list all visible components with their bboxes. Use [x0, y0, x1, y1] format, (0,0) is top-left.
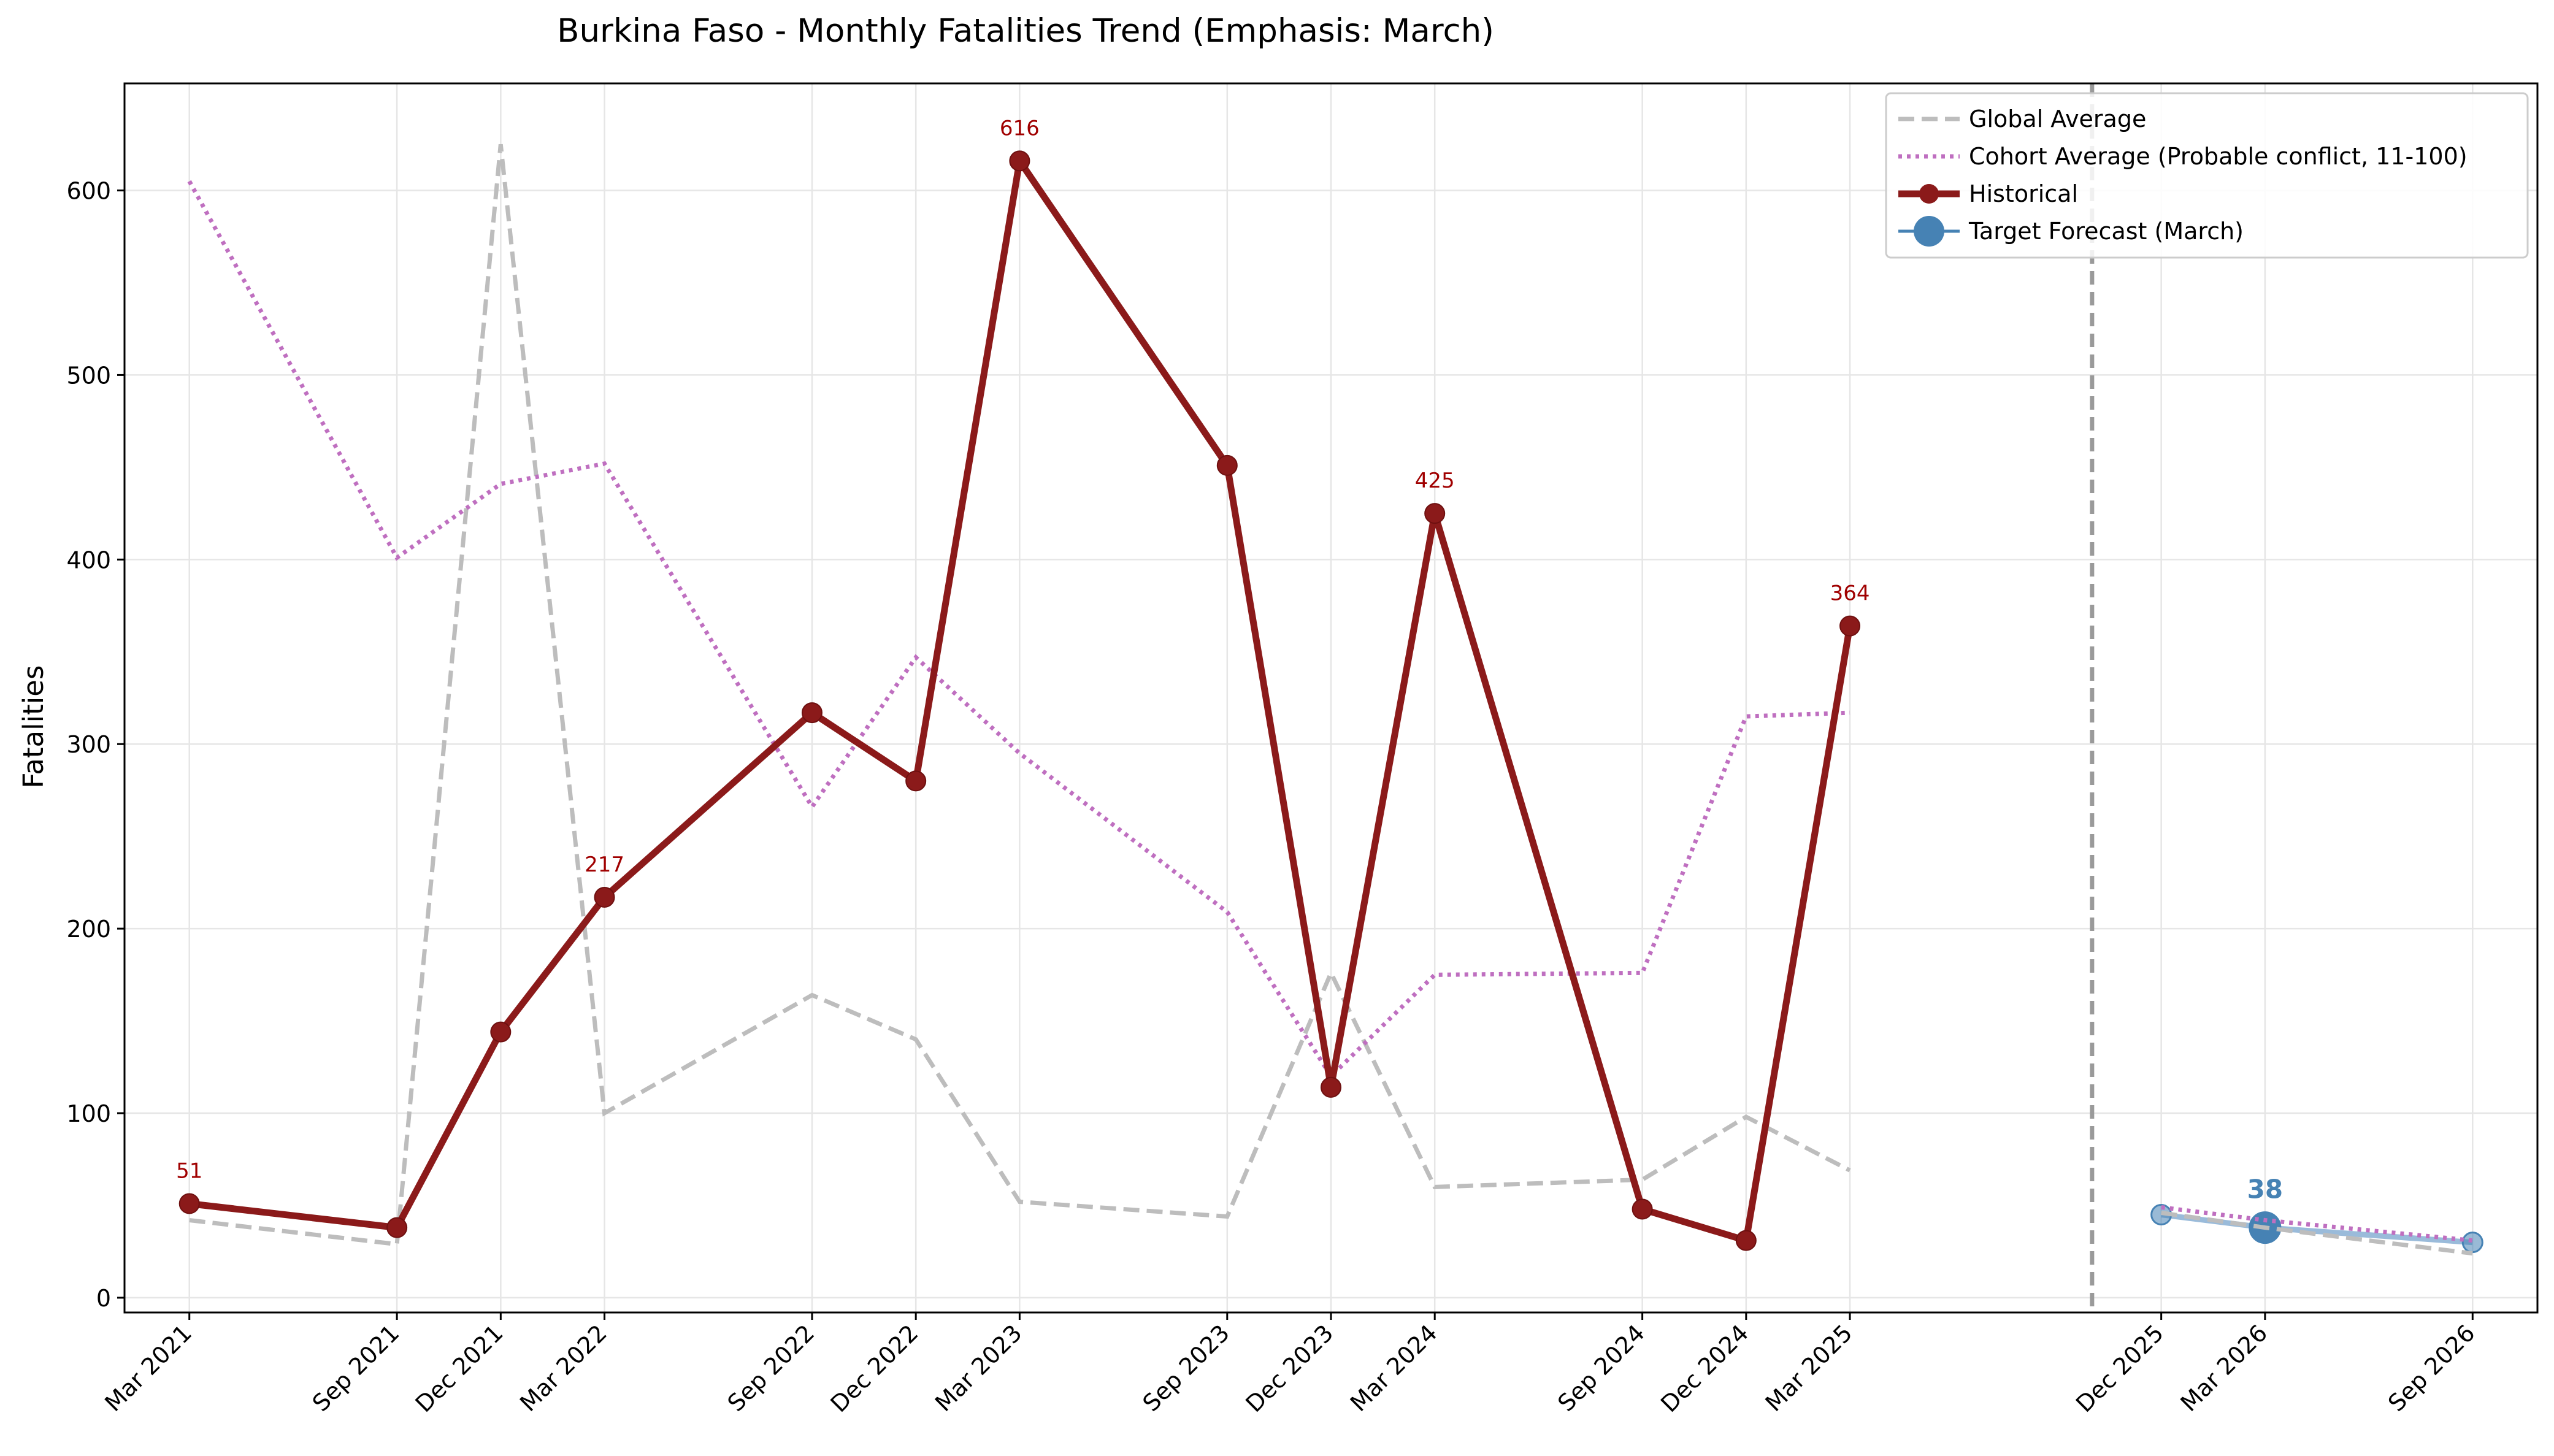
legend-label: Global Average	[1969, 105, 2146, 132]
historical-point	[386, 1217, 408, 1238]
forecast-point	[2461, 1232, 2483, 1254]
legend-label: Cohort Average (Probable conflict, 11-10…	[1969, 143, 2468, 170]
historical-point	[1216, 454, 1238, 476]
historical-point	[490, 1021, 512, 1043]
grid	[125, 83, 2537, 1312]
historical-point	[594, 886, 615, 908]
data-label: 217	[585, 853, 624, 877]
historical-point	[1735, 1230, 1757, 1251]
data-label: 38	[2247, 1174, 2283, 1205]
historical-point	[1321, 1076, 1341, 1098]
historical-point	[178, 1193, 200, 1214]
legend-forecast-marker	[1914, 216, 1944, 247]
legend-label: Target Forecast (March)	[1968, 218, 2244, 245]
historical-point	[905, 770, 927, 792]
data-label: 616	[1000, 116, 1040, 140]
data-label: 425	[1415, 469, 1455, 493]
historical-point	[1009, 150, 1030, 172]
y-tick-label: 100	[66, 1100, 111, 1127]
y-tick-label: 300	[66, 731, 111, 758]
chart-title: Burkina Faso - Monthly Fatalities Trend …	[557, 12, 1494, 50]
y-tick-label: 500	[66, 362, 111, 389]
series-layer	[178, 83, 2483, 1312]
reference-line	[2161, 1205, 2473, 1243]
data-labels: 51 217 616 425 364 38	[176, 116, 2283, 1204]
historical-point	[801, 702, 823, 724]
global-average-line	[189, 144, 1851, 1247]
y-tick-label: 200	[66, 916, 111, 943]
legend-box	[1885, 92, 2529, 259]
y-tick-label: 0	[96, 1285, 111, 1312]
data-label: 364	[1830, 581, 1870, 606]
legend-historical-marker	[1919, 184, 1939, 204]
historical-point	[1632, 1198, 1653, 1220]
data-label: 51	[176, 1159, 202, 1183]
y-tick-label: 600	[66, 178, 111, 205]
y-axis-label: Fatalities	[17, 665, 50, 789]
historical-point	[1424, 503, 1446, 524]
reference-line	[2161, 1211, 2473, 1256]
y-tick-label: 400	[66, 546, 111, 573]
legend: Global Average Cohort Average (Probable c…	[1885, 92, 2529, 259]
historical-point	[1839, 615, 1861, 637]
legend-label: Historical	[1969, 180, 2078, 207]
